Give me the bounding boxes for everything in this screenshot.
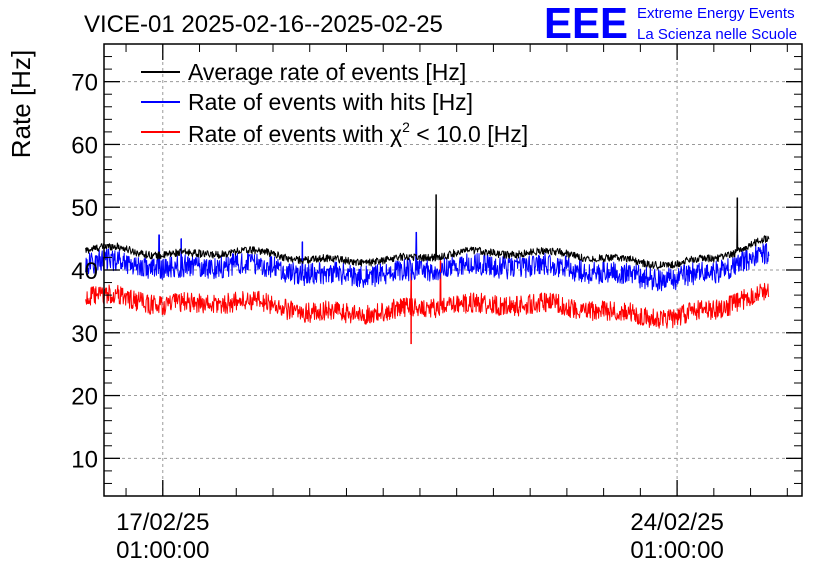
logo-line2: La Scienza nelle Scuole	[637, 26, 797, 43]
y-axis-label: Rate [Hz]	[6, 50, 36, 158]
x-tick-label-time: 01:00:00	[116, 537, 209, 564]
y-tick-label: 50	[71, 195, 98, 222]
x-tick-label-date: 24/02/25	[630, 509, 723, 536]
series-line-0	[85, 194, 770, 270]
series-line-2	[85, 260, 770, 329]
logo-line1: Extreme Energy Events	[637, 5, 795, 22]
legend-chi2-prefix: Rate of events with χ	[188, 121, 402, 147]
series-layer	[85, 194, 770, 345]
y-tick-label: 60	[71, 132, 98, 159]
legend-label-chi2: Rate of events with χ2 < 10.0 [Hz]	[188, 119, 528, 147]
chart-title: VICE-01 2025-02-16--2025-02-25	[84, 11, 443, 38]
logo-mark: EEE	[544, 0, 628, 48]
legend-chi2-superscript: 2	[402, 119, 410, 135]
eee-logo: EEE Extreme Energy Events La Scienza nel…	[544, 0, 797, 48]
legend-label-hits: Rate of events with hits [Hz]	[188, 89, 473, 115]
legend-label-average: Average rate of events [Hz]	[188, 59, 466, 85]
legend: Average rate of events [Hz] Rate of even…	[141, 59, 528, 147]
x-tick-label-date: 17/02/25	[116, 509, 209, 536]
y-tick-label: 40	[71, 258, 98, 285]
y-tick-label: 70	[71, 70, 98, 97]
legend-chi2-suffix: < 10.0 [Hz]	[410, 121, 528, 147]
x-tick-label-time: 01:00:00	[630, 537, 723, 564]
y-tick-label: 30	[71, 321, 98, 348]
y-tick-label: 20	[71, 384, 98, 411]
axes: 1020304050607017/02/2501:00:0024/02/2501…	[71, 43, 802, 564]
y-tick-label: 10	[71, 446, 98, 473]
